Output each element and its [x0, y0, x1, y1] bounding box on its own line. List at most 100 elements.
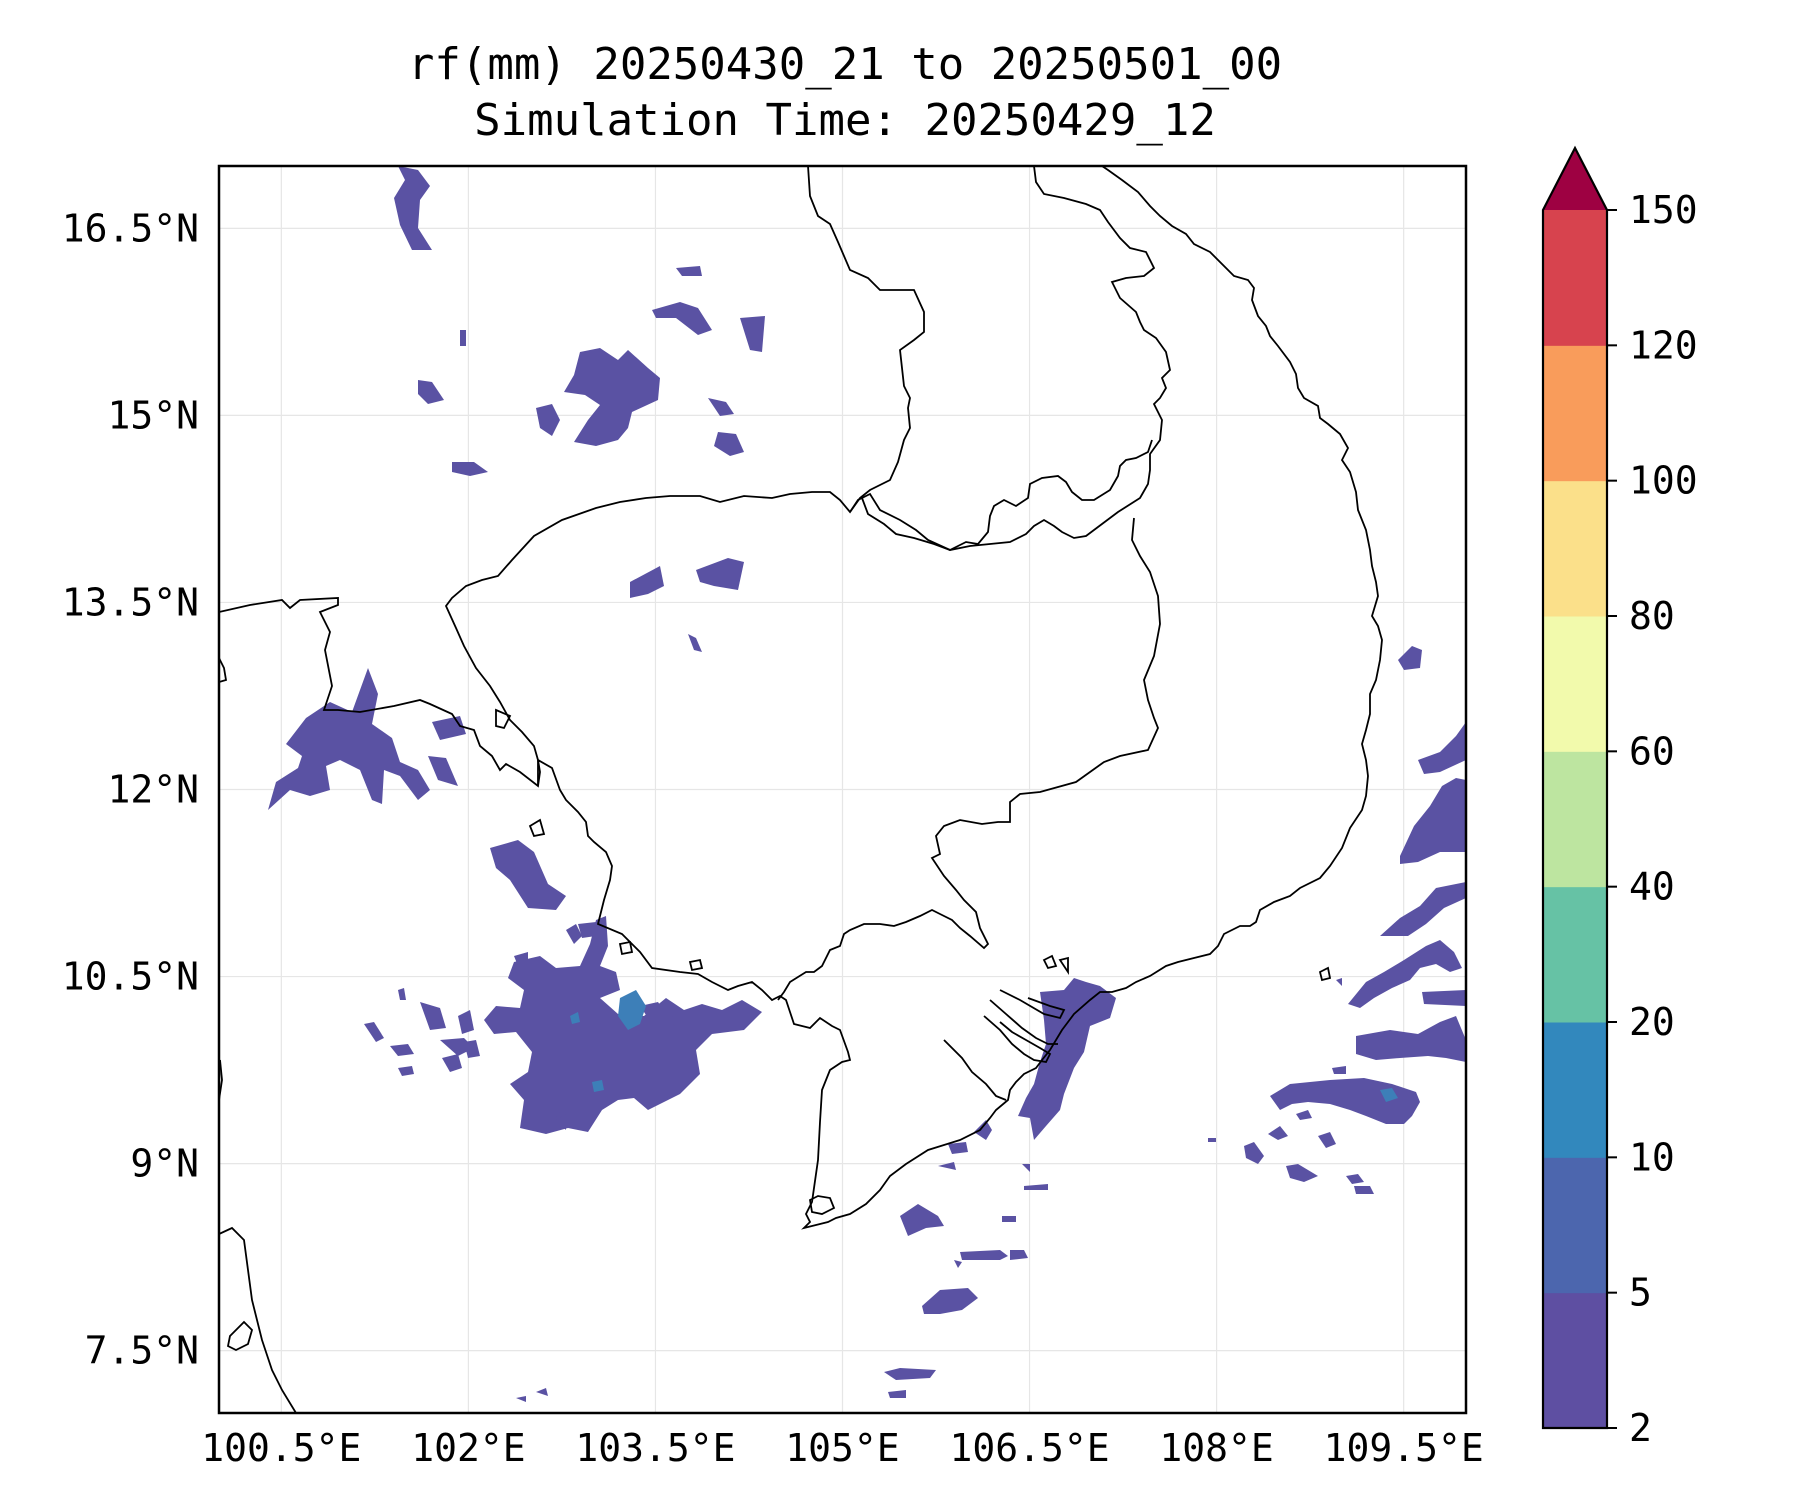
rain-area — [1270, 1078, 1420, 1124]
rain-area — [536, 1388, 548, 1396]
longitude-tick-labels: 100.5°E 102°E 103.5°E 105°E 106.5°E 108°E 109.… — [201, 1426, 1483, 1470]
rain-area — [268, 668, 430, 810]
rain-area — [708, 398, 734, 416]
rain-area — [1354, 1186, 1374, 1194]
rain-area — [954, 1260, 962, 1268]
lat-tick-label: 7.5°N — [85, 1329, 199, 1373]
colorbar-segment — [1543, 1022, 1607, 1158]
colorbar-segment — [1543, 751, 1607, 888]
lon-tick-label: 102°E — [411, 1426, 525, 1470]
lon-tick-label: 105°E — [785, 1426, 899, 1470]
rain-area — [1268, 1126, 1288, 1140]
rain-area — [1208, 1138, 1216, 1142]
colorbar-segment — [1543, 345, 1607, 482]
rain-area — [884, 1368, 936, 1380]
rain-area — [566, 924, 582, 944]
rain-core — [570, 1012, 580, 1024]
lon-tick-label: 103.5°E — [575, 1426, 735, 1470]
rain-area — [548, 1108, 560, 1120]
rain-area — [1002, 1216, 1016, 1222]
rain-area — [1380, 882, 1466, 936]
rain-area — [464, 1040, 480, 1058]
rain-area — [1422, 990, 1466, 1006]
rain-area — [714, 432, 744, 456]
colorbar-tick-labels: 2 5 10 20 40 60 80 100 120 150 — [1607, 188, 1698, 1450]
chart-subtitle: Simulation Time: 20250429_12 — [474, 95, 1216, 146]
lat-tick-label: 13.5°N — [62, 580, 199, 624]
colorbar-segment — [1543, 210, 1607, 346]
rain-area — [398, 988, 406, 1000]
rain-core — [1380, 1088, 1398, 1102]
colorbar-tick-label: 40 — [1629, 865, 1675, 909]
colorbar-outline — [1541, 145, 1609, 1430]
rain-area — [1024, 1184, 1048, 1190]
rain-area — [938, 1162, 956, 1170]
rain-area — [640, 1002, 666, 1018]
rain-area — [398, 1066, 414, 1076]
rain-area — [452, 462, 488, 476]
colorbar-segment — [1543, 616, 1607, 752]
rain-area — [900, 1204, 944, 1236]
rain-area — [390, 1044, 414, 1056]
rain-area — [460, 330, 466, 346]
rain-area — [1356, 1016, 1466, 1062]
rain-core — [592, 1080, 604, 1092]
rain-area — [1244, 1142, 1264, 1164]
rain-area — [458, 1010, 474, 1034]
rain-area — [516, 1396, 526, 1402]
rain-area — [420, 1002, 446, 1030]
rain-area — [922, 1288, 978, 1314]
rain-area — [556, 1114, 566, 1130]
lat-tick-label: 10.5°N — [62, 955, 199, 999]
rain-area — [1348, 940, 1462, 1008]
colorbar-tick-label: 10 — [1629, 1135, 1675, 1179]
rain-area — [578, 922, 596, 938]
rain-area — [688, 634, 702, 652]
rain-area — [740, 316, 765, 352]
colorbar-tick-label: 100 — [1629, 459, 1698, 503]
lat-tick-label: 12°N — [107, 768, 199, 812]
colorbar-tick-label: 80 — [1629, 594, 1675, 638]
rainfall-contours — [268, 166, 1466, 1402]
rain-area — [974, 1120, 992, 1140]
rain-core — [618, 990, 646, 1030]
colorbar-tick-label: 120 — [1629, 323, 1698, 367]
lon-tick-label: 106.5°E — [949, 1426, 1109, 1470]
rain-area — [1346, 1174, 1364, 1184]
lon-tick-label: 108°E — [1159, 1426, 1273, 1470]
colorbar-segment — [1543, 1292, 1607, 1429]
rain-area — [960, 1250, 1008, 1260]
lat-tick-label: 15°N — [107, 393, 199, 437]
rain-area — [1286, 1164, 1318, 1182]
rain-area — [514, 952, 528, 966]
rain-area — [630, 566, 664, 598]
rain-area — [652, 302, 712, 335]
rain-area — [1418, 722, 1466, 774]
rain-area — [442, 1054, 462, 1072]
rain-area — [1318, 1132, 1336, 1148]
lat-tick-label: 16.5°N — [62, 206, 199, 250]
chart-title: rf(mm) 20250430_21 to 20250501_00 — [407, 39, 1283, 90]
map-frame — [217, 164, 1468, 1415]
coastlines-and-borders — [219, 166, 1383, 1413]
colorbar-segment — [1543, 480, 1607, 617]
rain-area — [564, 348, 660, 446]
rain-area — [1332, 1066, 1346, 1074]
latitude-tick-labels: 16.5°N 15°N 13.5°N 12°N 10.5°N 9°N 7.5°N — [62, 206, 199, 1372]
lon-tick-label: 100.5°E — [201, 1426, 361, 1470]
rain-area — [484, 916, 762, 1134]
lat-tick-label: 9°N — [130, 1142, 199, 1186]
rain-area — [1010, 1250, 1028, 1260]
rain-area — [668, 1014, 680, 1030]
colorbar-tick-label: 5 — [1629, 1271, 1652, 1315]
rain-area — [696, 558, 744, 590]
colorbar-tick-label: 20 — [1629, 1000, 1675, 1044]
colorbar-tick-label: 60 — [1629, 729, 1675, 773]
rain-area — [1398, 646, 1422, 670]
colorbar-tick-label: 2 — [1629, 1406, 1652, 1450]
rain-area — [1018, 978, 1116, 1140]
colorbar-extend-arrow — [1543, 148, 1607, 210]
rain-area — [428, 756, 458, 786]
rain-area — [948, 1142, 968, 1154]
